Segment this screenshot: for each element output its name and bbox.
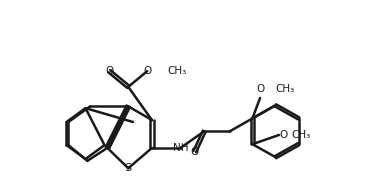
Text: CH₃: CH₃ — [167, 66, 186, 76]
Text: O: O — [279, 130, 287, 140]
Text: CH₃: CH₃ — [291, 130, 310, 140]
Text: O: O — [143, 66, 151, 76]
Text: O: O — [191, 147, 199, 157]
Text: NH: NH — [173, 143, 188, 153]
Text: S: S — [125, 163, 132, 173]
Text: O: O — [256, 84, 264, 94]
Text: CH₃: CH₃ — [275, 84, 294, 94]
Text: O: O — [105, 66, 113, 76]
